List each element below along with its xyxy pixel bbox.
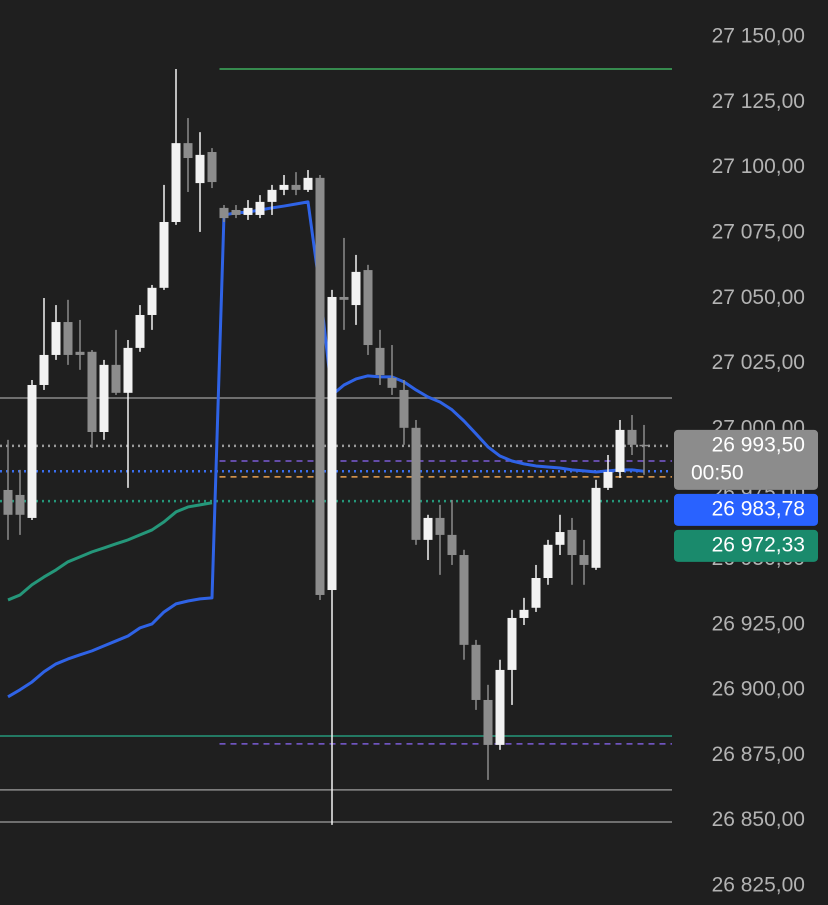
candle-body <box>351 271 361 306</box>
candle-body <box>243 207 253 215</box>
candle-body <box>75 351 85 355</box>
price-badge <box>674 493 818 526</box>
candle-body <box>567 529 577 556</box>
price-badge <box>674 529 818 562</box>
candle-body <box>435 517 445 535</box>
candle-body <box>87 351 97 432</box>
y-tick-label: 27 050,00 <box>712 286 805 309</box>
price-badge-label: 26 972,33 <box>712 533 805 556</box>
candle-body <box>231 209 241 215</box>
candle-body <box>183 143 193 159</box>
candle-body <box>39 354 49 385</box>
candle-body <box>315 177 325 595</box>
y-tick-label: 26 825,00 <box>712 873 805 896</box>
candle-body <box>495 669 505 745</box>
candle-body <box>447 534 457 556</box>
y-tick-label: 27 100,00 <box>712 155 805 178</box>
candle-body <box>471 644 481 700</box>
y-tick-label: 27 025,00 <box>712 351 805 374</box>
candle-body <box>99 364 109 432</box>
candle-body <box>531 577 541 608</box>
candle-body <box>639 444 649 447</box>
y-tick-label: 26 925,00 <box>712 612 805 635</box>
candle-body <box>483 699 493 745</box>
candle-body <box>159 222 169 288</box>
y-tick-label: 27 075,00 <box>712 221 805 244</box>
candle-body <box>519 609 529 618</box>
candle-body <box>279 184 289 190</box>
candle-body <box>207 152 217 183</box>
indicator-line <box>7 200 645 699</box>
candle-body <box>3 489 13 515</box>
y-tick-label: 26 875,00 <box>712 743 805 766</box>
price-badge <box>674 429 818 490</box>
candle-body <box>627 429 637 445</box>
indicator-line <box>7 501 213 602</box>
candle-body <box>195 154 205 184</box>
candle-body <box>291 184 301 190</box>
candle-body <box>51 322 61 355</box>
candle-body <box>591 487 601 568</box>
y-tick-label: 26 850,00 <box>712 808 805 831</box>
y-tick-label: 27 125,00 <box>712 90 805 113</box>
price-badge-label: 26 993,50 <box>712 433 805 456</box>
candle-body <box>339 296 349 300</box>
y-tick-label: 27 150,00 <box>712 25 805 48</box>
candle-body <box>303 177 313 190</box>
y-tick-label: 26 900,00 <box>712 678 805 701</box>
candle-body <box>255 201 265 215</box>
candle-body <box>147 287 157 315</box>
candle-body <box>27 384 37 518</box>
candle-body <box>603 471 613 488</box>
candle-body <box>411 427 421 540</box>
candle-body <box>615 429 625 472</box>
candle-body <box>327 296 337 591</box>
candle-body <box>507 617 517 670</box>
candle-body <box>375 347 385 376</box>
candle-body <box>123 347 133 393</box>
candle-body <box>15 494 25 515</box>
candle-body <box>63 322 73 355</box>
candle-body <box>543 544 553 578</box>
candle-body <box>267 189 277 202</box>
candle-body <box>171 143 181 223</box>
candle-body <box>387 377 397 388</box>
candle-body <box>579 555 589 565</box>
candle-body <box>399 389 409 428</box>
price-badge-label: 26 983,78 <box>712 497 805 520</box>
price-countdown: 00:50 <box>691 461 744 484</box>
candle-body <box>555 532 565 545</box>
candle-body <box>219 207 229 219</box>
candle-body <box>459 555 469 645</box>
candle-body <box>363 270 373 346</box>
candle-body <box>135 314 145 348</box>
candle-body <box>423 517 433 540</box>
candle-body <box>111 364 121 393</box>
